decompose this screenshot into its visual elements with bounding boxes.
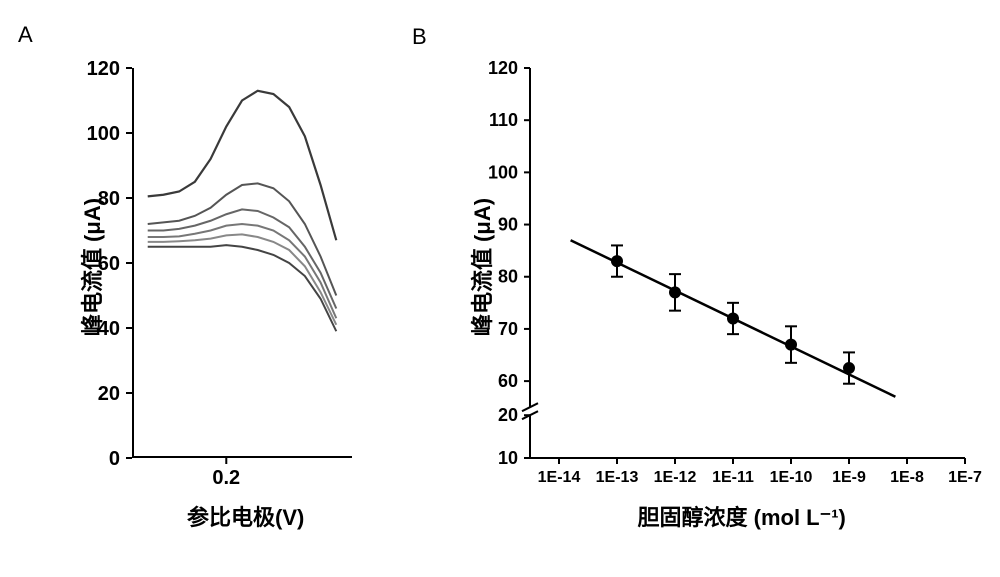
plot-b-ytick-label: 60 <box>498 371 518 391</box>
plot-b-ylabel: 峰电流值 (μA) <box>465 198 497 336</box>
plot-b-ytick-label: 110 <box>489 110 518 130</box>
plot-b-xtick-label: 1E-9 <box>832 469 866 486</box>
plot-b-ytick-label: 10 <box>498 448 518 468</box>
plot-b-xtick-label: 1E-8 <box>890 469 924 486</box>
plot-b-ytick-label: 100 <box>488 162 518 182</box>
plot-b-ytick-label: 20 <box>498 405 518 425</box>
data-point <box>843 362 855 374</box>
plot-b-xtick-label: 1E-11 <box>712 469 754 486</box>
plot-b-xtick-label: 1E-12 <box>654 469 697 486</box>
plot-b-ytick-label: 90 <box>498 215 518 235</box>
plot-b-xtick-label: 1E-7 <box>948 469 982 486</box>
data-point <box>785 339 797 351</box>
plot-b-xlabel: 胆固醇浓度 (mol L⁻¹) <box>638 500 846 532</box>
data-point <box>727 312 739 324</box>
plot-b-svg: 10 20 60 70 80 90 100 110 120 1E-14 1E-13 1E-12 1E-1… <box>0 0 1000 577</box>
plot-b-ytick-label: 80 <box>498 267 518 287</box>
plot-b-xtick-label: 1E-14 <box>538 469 581 486</box>
plot-b-xtick-label: 1E-13 <box>596 469 639 486</box>
plot-b-ytick-label: 70 <box>498 319 518 339</box>
data-point <box>611 255 623 267</box>
plot-b-ytick-label: 120 <box>488 58 518 78</box>
plot-b-xtick-label: 1E-10 <box>770 469 813 486</box>
data-point <box>669 286 681 298</box>
